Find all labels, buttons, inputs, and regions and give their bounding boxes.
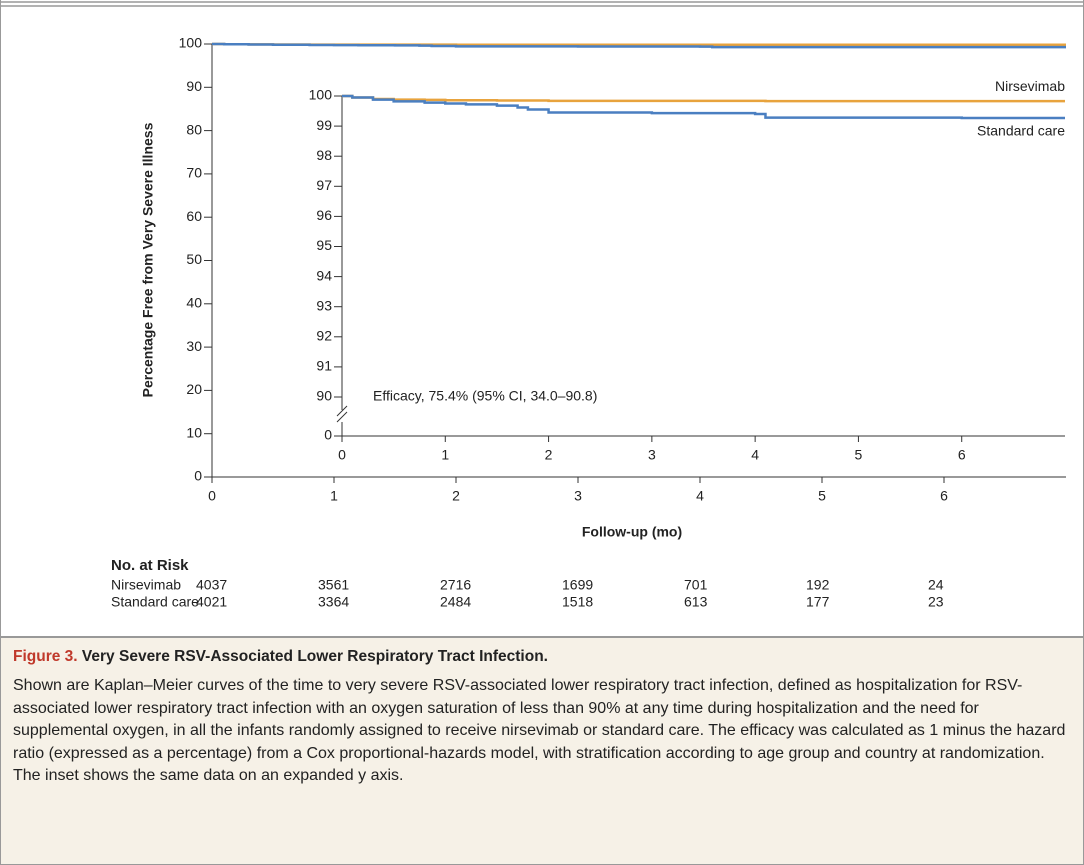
y-tick-label: 70 [186,165,202,181]
risk-count: 192 [806,577,830,593]
y-tick-label: 0 [324,427,332,443]
x-tick-label: 1 [330,488,338,504]
x-tick-label: 0 [338,447,346,463]
y-tick-label: 94 [316,267,332,283]
figure-title: Very Severe RSV-Associated Lower Respira… [81,648,548,665]
risk-count: 2716 [440,577,471,593]
y-tick-label: 100 [179,35,203,51]
risk-count: 4021 [196,594,227,610]
risk-title: No. at Risk [111,557,189,574]
y-tick-label: 90 [316,388,332,404]
y-tick-label: 100 [309,87,333,103]
x-tick-label: 1 [441,447,449,463]
y-tick-label: 98 [316,147,332,163]
x-tick-label: 3 [648,447,656,463]
risk-row-name: Nirsevimab [111,577,181,593]
risk-count: 177 [806,594,830,610]
caption-heading: Figure 3. Very Severe RSV-Associated Low… [13,648,1069,666]
risk-count: 2484 [440,594,471,610]
y-tick-label: 91 [316,358,332,374]
risk-count: 701 [684,577,708,593]
y-tick-label: 60 [186,208,202,224]
y-tick-label: 10 [186,424,202,440]
x-tick-label: 0 [208,488,216,504]
risk-count: 3364 [318,594,349,610]
x-tick-label: 5 [855,447,863,463]
y-tick-label: 20 [186,381,202,397]
risk-count: 3561 [318,577,349,593]
y-tick-label: 30 [186,338,202,354]
caption-text: Shown are Kaplan–Meier curves of the tim… [13,677,1066,785]
x-tick-label: 6 [958,447,966,463]
y-tick-label: 92 [316,328,332,344]
x-tick-label: 4 [696,488,704,504]
axis-break [336,411,348,423]
x-tick-label: 6 [940,488,948,504]
x-tick-label: 4 [751,447,759,463]
series-label: Nirsevimab [995,78,1065,94]
figure-label: Figure 3. [13,648,78,665]
y-tick-label: 96 [316,207,332,223]
y-tick-label: 97 [316,177,332,193]
chart: Percentage Free from Very Severe Illness… [1,1,1083,610]
y-tick-label: 50 [186,251,202,267]
annotation: Efficacy, 75.4% (95% CI, 34.0–90.8) [373,388,597,404]
axis-break [336,405,348,417]
y-axis-label: Percentage Free from Very Severe Illness [140,122,156,397]
y-tick-label: 93 [316,297,332,313]
risk-count: 1699 [562,577,593,593]
y-tick-label: 95 [316,237,332,253]
x-tick-label: 2 [452,488,460,504]
survival-curve [342,94,1065,120]
risk-count: 23 [928,594,944,610]
survival-curve [212,42,1066,49]
risk-row-name: Standard care [111,594,199,610]
x-tick-label: 3 [574,488,582,504]
y-tick-label: 99 [316,117,332,133]
x-tick-label: 5 [818,488,826,504]
risk-count: 1518 [562,594,593,610]
series-label: Standard care [977,123,1065,139]
risk-count: 24 [928,577,944,593]
y-tick-label: 90 [186,78,202,94]
y-tick-label: 40 [186,295,202,311]
survival-curve [342,94,1065,103]
y-tick-label: 0 [194,468,202,484]
y-tick-label: 80 [186,121,202,137]
x-tick-label: 2 [545,447,553,463]
x-axis-label: Follow-up (mo) [582,524,682,540]
risk-count: 613 [684,594,708,610]
risk-count: 4037 [196,577,227,593]
caption: Figure 3. Very Severe RSV-Associated Low… [1,636,1083,864]
